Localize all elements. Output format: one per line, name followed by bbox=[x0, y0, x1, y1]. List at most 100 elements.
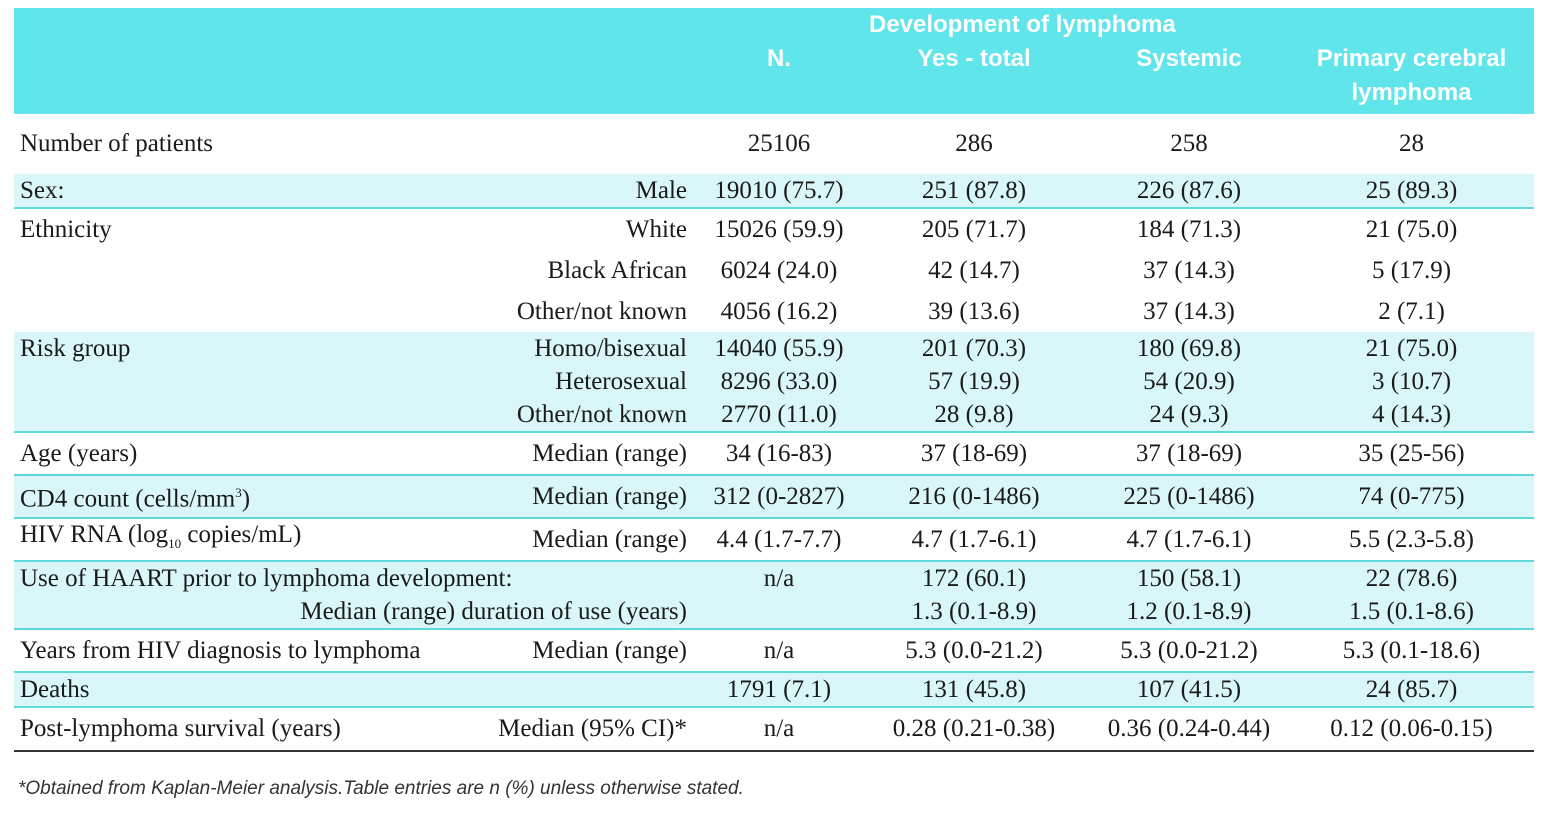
cell-n: 15026 (59.9) bbox=[699, 207, 859, 250]
row-label bbox=[14, 398, 424, 432]
table-header: Development of lymphoma N. Yes - total S… bbox=[14, 8, 1535, 114]
row-label: Deaths bbox=[14, 671, 424, 707]
row-sublabel: Other/not known bbox=[516, 297, 687, 325]
cell-yes: 201 (70.3) bbox=[859, 332, 1089, 365]
row-sublabel: Median (range) bbox=[424, 628, 699, 672]
cell-pcl: 25 (89.3) bbox=[1289, 174, 1535, 208]
row-sublabel: Black African bbox=[547, 256, 687, 284]
row-label: Sex: bbox=[14, 174, 424, 208]
cell-pcl: 24 (85.7) bbox=[1289, 671, 1535, 707]
row-label: Use of HAART prior to lymphoma developme… bbox=[14, 560, 699, 595]
cell-systemic: 107 (41.5) bbox=[1089, 671, 1289, 707]
table-container: Development of lymphoma N. Yes - total S… bbox=[14, 8, 1535, 752]
cell-pcl: 22 (78.6) bbox=[1289, 560, 1535, 595]
table-row: Sex: Male 19010 (75.7) 251 (87.8) 226 (8… bbox=[14, 174, 1535, 208]
cell-yes: 172 (60.1) bbox=[859, 560, 1089, 595]
cell-systemic: 37 (14.3) bbox=[1143, 256, 1235, 284]
cell-yes: 4.7 (1.7-6.1) bbox=[859, 517, 1089, 561]
cell-yes: 42 (14.7) bbox=[928, 256, 1020, 284]
table-row: Heterosexual 8296 (33.0) 57 (19.9) 54 (2… bbox=[14, 365, 1535, 398]
cell-n: 34 (16-83) bbox=[699, 431, 859, 475]
cell-yes: 0.28 (0.21-0.38) bbox=[859, 706, 1089, 752]
cell-systemic: 4.7 (1.7-6.1) bbox=[1089, 517, 1289, 561]
cell-systemic: 225 (0-1486) bbox=[1089, 474, 1289, 518]
cell-systemic: 54 (20.9) bbox=[1089, 365, 1289, 398]
header-pcl-line1: Primary cerebral bbox=[1316, 45, 1507, 72]
cell-n: n/a bbox=[699, 560, 859, 595]
cell-yes: 39 (13.6) bbox=[928, 297, 1020, 325]
table-row: Black African 6024 (24.0) 42 (14.7) 37 (… bbox=[14, 250, 1534, 291]
row-sublabel: Median (range) bbox=[424, 474, 699, 518]
cell-n: n/a bbox=[699, 628, 859, 672]
row-sublabel bbox=[424, 114, 699, 174]
cell-systemic: 258 bbox=[1170, 130, 1208, 157]
table-row: Deaths 1791 (7.1) 131 (45.8) 107 (41.5) … bbox=[14, 671, 1535, 707]
row-sublabel: Median (range) bbox=[424, 517, 699, 561]
cell-systemic: 0.36 (0.24-0.44) bbox=[1089, 706, 1289, 752]
cell-yes: 28 (9.8) bbox=[859, 398, 1089, 432]
cell-yes: 1.3 (0.1-8.9) bbox=[859, 595, 1089, 629]
table-row: Use of HAART prior to lymphoma developme… bbox=[14, 560, 1535, 595]
table-row: Number of patients 25106 286 258 28 bbox=[14, 114, 1534, 174]
cell-yes: 286 bbox=[955, 130, 993, 157]
cell-systemic: 5.3 (0.0-21.2) bbox=[1089, 628, 1289, 672]
row-label-hiv-rna: HIV RNA (log10 copies/mL) bbox=[14, 517, 424, 561]
row-sublabel: Homo/bisexual bbox=[424, 332, 699, 365]
cell-yes: 205 (71.7) bbox=[859, 207, 1089, 250]
cell-n: 25106 bbox=[747, 130, 811, 157]
row-label: Age (years) bbox=[14, 431, 424, 475]
row-label: Ethnicity bbox=[14, 207, 424, 250]
table-row: Risk group Homo/bisexual 14040 (55.9) 20… bbox=[14, 332, 1535, 365]
cell-pcl: 5 (17.9) bbox=[1371, 256, 1452, 284]
cell-systemic: 24 (9.3) bbox=[1089, 398, 1289, 432]
cell-pcl: 3 (10.7) bbox=[1289, 365, 1535, 398]
header-systemic: Systemic bbox=[1089, 42, 1289, 114]
cell-systemic: 150 (58.1) bbox=[1089, 560, 1289, 595]
row-sublabel: Male bbox=[424, 174, 699, 208]
cell-n: 1791 (7.1) bbox=[699, 671, 859, 707]
cell-yes: 37 (18-69) bbox=[859, 431, 1089, 475]
cell-systemic: 184 (71.3) bbox=[1089, 207, 1289, 250]
cell-n: 4.4 (1.7-7.7) bbox=[699, 517, 859, 561]
row-sublabel: Median (95% CI)* bbox=[424, 706, 699, 752]
cell-systemic: 37 (14.3) bbox=[1143, 297, 1235, 325]
table-row: Other/not known 2770 (11.0) 28 (9.8) 24 … bbox=[14, 398, 1535, 432]
lymphoma-table: Development of lymphoma N. Yes - total S… bbox=[14, 8, 1535, 752]
cell-pcl: 5.3 (0.1-18.6) bbox=[1289, 628, 1535, 672]
cell-pcl: 74 (0-775) bbox=[1289, 474, 1535, 518]
cell-yes: 131 (45.8) bbox=[859, 671, 1089, 707]
cell-n: 19010 (75.7) bbox=[699, 174, 859, 208]
cell-systemic: 1.2 (0.1-8.9) bbox=[1089, 595, 1289, 629]
cell-pcl: 4 (14.3) bbox=[1289, 398, 1535, 432]
row-sublabel: Heterosexual bbox=[424, 365, 699, 398]
cell-n: 14040 (55.9) bbox=[699, 332, 859, 365]
header-yes-total: Yes - total bbox=[859, 42, 1089, 114]
table-row: Age (years) Median (range) 34 (16-83) 37… bbox=[14, 431, 1535, 475]
row-label-cd4: CD4 count (cells/mm3) bbox=[14, 474, 424, 518]
cell-pcl: 28 bbox=[1399, 130, 1425, 157]
cell-pcl: 2 (7.1) bbox=[1378, 297, 1445, 325]
row-sublabel: White bbox=[424, 207, 699, 250]
table-row: Ethnicity White 15026 (59.9) 205 (71.7) … bbox=[14, 207, 1535, 250]
header-n: N. bbox=[699, 42, 859, 114]
table-row: Median (range) duration of use (years) 1… bbox=[14, 595, 1535, 629]
cell-n bbox=[699, 595, 859, 629]
cell-yes: 5.3 (0.0-21.2) bbox=[859, 628, 1089, 672]
header-pcl-line2: lymphoma bbox=[1351, 79, 1472, 106]
cell-n: n/a bbox=[699, 706, 859, 752]
table-footnote: *Obtained from Kaplan-Meier analysis.Tab… bbox=[18, 778, 744, 799]
table-row: Years from HIV diagnosis to lymphoma Med… bbox=[14, 628, 1535, 672]
cell-pcl: 35 (25-56) bbox=[1289, 431, 1535, 475]
row-label bbox=[14, 365, 424, 398]
table-row: CD4 count (cells/mm3) Median (range) 312… bbox=[14, 474, 1535, 518]
header-group-label: Development of lymphoma bbox=[859, 8, 1535, 42]
table-row: HIV RNA (log10 copies/mL) Median (range)… bbox=[14, 517, 1535, 561]
cell-systemic: 37 (18-69) bbox=[1089, 431, 1289, 475]
row-label: Post-lymphoma survival (years) bbox=[14, 706, 424, 752]
row-sublabel: Median (range) duration of use (years) bbox=[14, 595, 699, 629]
header-primary-cerebral: Primary cerebral lymphoma bbox=[1289, 42, 1535, 114]
row-label: Years from HIV diagnosis to lymphoma bbox=[14, 628, 424, 672]
cell-yes: 57 (19.9) bbox=[859, 365, 1089, 398]
row-label bbox=[14, 250, 424, 291]
cell-systemic: 226 (87.6) bbox=[1089, 174, 1289, 208]
